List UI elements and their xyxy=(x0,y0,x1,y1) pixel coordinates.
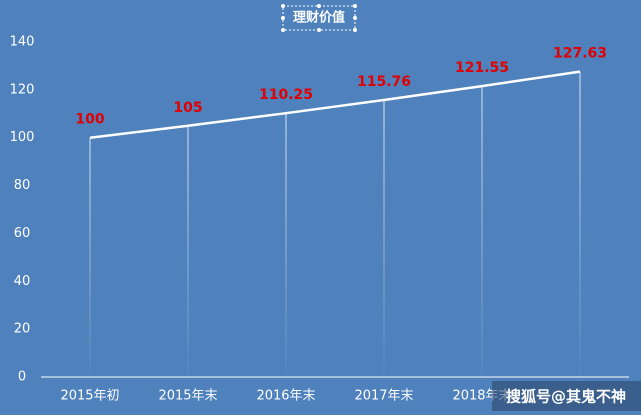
title-handles xyxy=(281,4,357,32)
data-label: 115.76 xyxy=(357,74,411,90)
y-tick-label: 120 xyxy=(10,82,35,97)
chart-title: 理财价值 xyxy=(293,10,345,26)
drop-line xyxy=(89,137,91,377)
watermark-bg xyxy=(492,381,641,411)
y-tick-label: 40 xyxy=(14,274,31,289)
drop-line xyxy=(285,113,287,377)
y-tick-label: 140 xyxy=(10,35,35,50)
x-tick-label: 2015年初 xyxy=(60,389,119,404)
y-tick-label: 100 xyxy=(10,130,35,145)
data-label: 105 xyxy=(173,100,202,116)
drop-line xyxy=(481,86,483,377)
x-tick-label: 2016年末 xyxy=(256,389,315,404)
drop-line xyxy=(383,100,385,377)
data-label: 110.25 xyxy=(259,87,313,103)
watermark: 搜狐号@其鬼不神 xyxy=(506,388,626,406)
y-tick-label: 60 xyxy=(14,226,31,241)
y-tick-label: 0 xyxy=(18,370,26,385)
y-tick-label: 80 xyxy=(14,178,31,193)
data-label: 100 xyxy=(75,112,104,128)
x-tick-label: 2017年末 xyxy=(354,389,413,404)
drop-line xyxy=(579,71,581,377)
data-label: 121.55 xyxy=(455,60,509,76)
drop-line xyxy=(187,125,189,377)
y-tick-label: 20 xyxy=(14,322,31,337)
data-label: 127.63 xyxy=(553,46,607,62)
series-line xyxy=(89,70,581,139)
x-tick-label: 2015年末 xyxy=(158,389,217,404)
